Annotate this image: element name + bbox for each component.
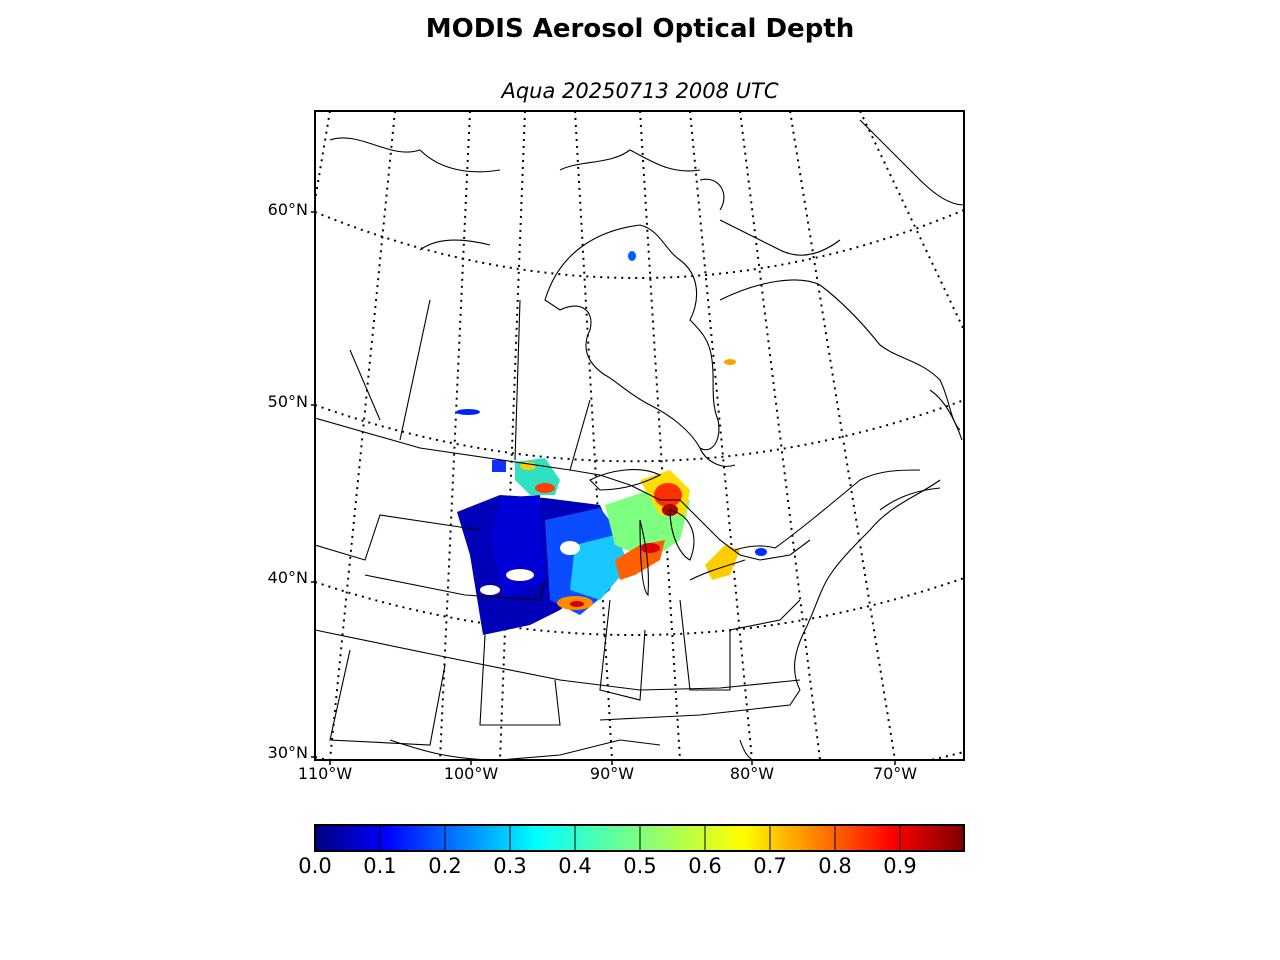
gulf-coast <box>389 739 661 760</box>
colorbar-label-9: 0.9 <box>883 854 917 878</box>
meridian-115w <box>315 111 331 201</box>
colorbar-frame <box>314 824 965 852</box>
newfoundland <box>929 389 963 441</box>
map-subtitle: Aqua 20250713 2008 UTC <box>501 79 779 103</box>
us-state-grid-2 <box>364 574 546 601</box>
meridian-95w <box>499 111 526 760</box>
james-bay-coast <box>699 447 736 467</box>
parallel-40n <box>315 577 964 636</box>
axis-ticks <box>311 211 896 765</box>
colorbar-label-5: 0.5 <box>623 854 657 878</box>
lon-label-80w: 80°W <box>729 764 775 783</box>
us-state-grid-1 <box>315 514 481 561</box>
us-state-grid-7 <box>679 599 801 691</box>
aod-minnesota-red <box>535 483 555 493</box>
lon-label-90w: 90°W <box>589 764 635 783</box>
florida-coast <box>739 739 756 760</box>
colorbar-label-2: 0.2 <box>428 854 462 878</box>
map-frame <box>314 110 965 761</box>
arctic-islands-4 <box>559 149 701 172</box>
aod-erie-yellow <box>705 545 740 580</box>
lat-label-40n: 40°N <box>267 568 308 587</box>
aod-blue-patch <box>492 460 506 472</box>
colorbar-label-7: 0.7 <box>753 854 787 878</box>
colorbar-ticks <box>379 825 901 851</box>
parallel-50n <box>315 399 964 463</box>
meridian-70w <box>789 111 896 760</box>
aod-ontario-north <box>724 359 736 365</box>
meridian-60w <box>859 111 964 331</box>
meridian-90w <box>574 111 613 760</box>
aod-hotspot-kansas-core <box>570 601 584 607</box>
aod-kansas-white3 <box>480 585 500 595</box>
us-state-grid-6 <box>599 599 646 701</box>
lat-label-60n: 60°N <box>267 200 308 219</box>
meridian-100w <box>439 111 471 760</box>
baffin-coast <box>719 219 841 256</box>
arctic-islands-3 <box>699 178 725 211</box>
hudson-bay-coast <box>544 224 720 451</box>
great-lake-superior <box>589 469 662 491</box>
colorbar-label-1: 0.1 <box>363 854 397 878</box>
nova-scotia <box>879 487 941 511</box>
us-state-grid-5 <box>479 634 561 726</box>
labrador-coast <box>719 279 961 431</box>
arctic-islands-2 <box>419 239 491 251</box>
atlantic-coast <box>794 479 941 691</box>
canada-province-2 <box>399 299 431 441</box>
lon-label-110w: 110°W <box>297 764 353 783</box>
aod-kansas-white1 <box>506 569 534 581</box>
map-title: MODIS Aerosol Optical Depth <box>425 14 855 44</box>
arctic-islands-1 <box>329 137 501 173</box>
great-lake-erie <box>689 559 746 581</box>
lat-label-30n: 30°N <box>267 743 308 762</box>
greenland-coast <box>859 119 964 206</box>
aod-manitoba-blue <box>456 409 480 415</box>
st-lawrence <box>774 469 921 549</box>
aod-kansas-white2 <box>560 541 580 555</box>
lat-label-50n: 50°N <box>267 392 308 411</box>
canada-province-4 <box>569 399 591 471</box>
boundaries <box>315 119 964 760</box>
great-lake-huron <box>669 509 695 561</box>
map-area <box>315 111 964 760</box>
us-state-grid-4 <box>329 649 446 746</box>
great-lake-michigan <box>639 519 649 597</box>
colorbar-label-3: 0.3 <box>493 854 527 878</box>
aod-hudson-blue <box>628 251 636 261</box>
aod-michigan-red <box>640 543 660 553</box>
colorbar-label-4: 0.4 <box>558 854 592 878</box>
us-state-grid-3 <box>315 629 801 691</box>
canada-province-3 <box>514 299 521 461</box>
great-lake-ontario <box>734 545 776 551</box>
meridian-85w <box>639 111 681 760</box>
lon-label-100w: 100°W <box>443 764 499 783</box>
canada-province-1 <box>349 349 381 421</box>
parallel-60n <box>315 209 964 279</box>
us-state-grid-8 <box>599 689 801 721</box>
aod-swath-cyan <box>570 535 630 600</box>
aod-overlay <box>456 251 767 635</box>
aod-ontario-red <box>654 483 682 507</box>
graticule <box>315 111 964 760</box>
meridian-75w <box>739 111 821 760</box>
lon-label-70w: 70°W <box>872 764 918 783</box>
aod-quebec-blue <box>755 548 767 556</box>
colorbar-label-0: 0.0 <box>298 854 332 878</box>
colorbar-label-8: 0.8 <box>818 854 852 878</box>
colorbar-label-6: 0.6 <box>688 854 722 878</box>
meridian-110w <box>329 111 396 760</box>
